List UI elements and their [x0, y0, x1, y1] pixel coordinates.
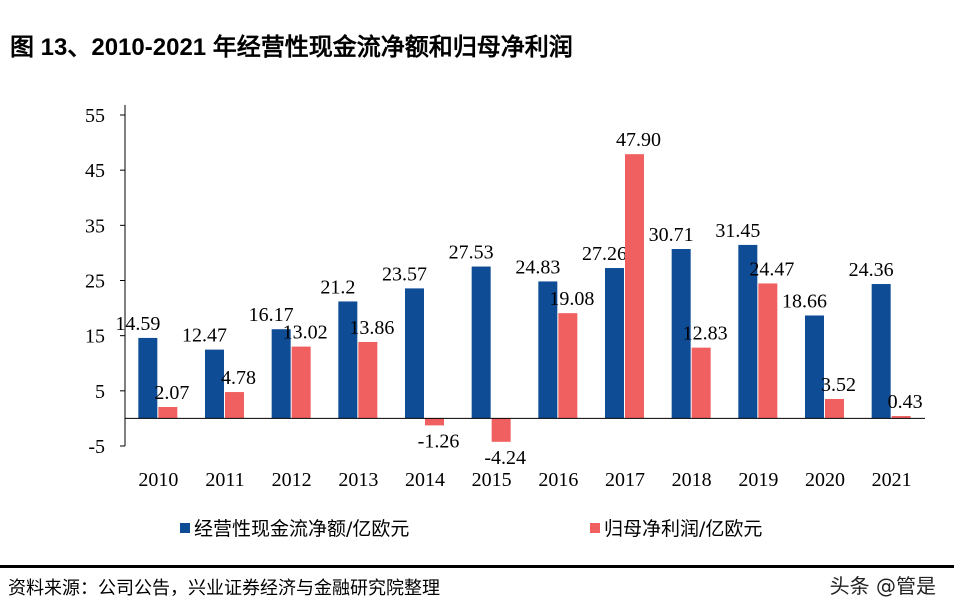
legend-label-cashflow: 经营性现金流净额/亿欧元 — [194, 518, 410, 540]
data-label: 27.53 — [449, 242, 494, 264]
data-label: -4.24 — [484, 447, 526, 469]
data-label: 12.83 — [683, 323, 728, 345]
footer-divider — [0, 565, 954, 568]
bar-netprofit — [158, 406, 178, 419]
bar-chart: 55 45 35 25 15 5 -5 2010 14.59 2.07 2011 12.47 4.78 2… — [85, 105, 925, 491]
bar-netprofit — [291, 346, 311, 419]
bar-cashflow — [405, 288, 424, 419]
y-tick-label: 45 — [85, 160, 105, 182]
bar-netprofit — [891, 416, 911, 419]
x-tick-label: 2017 — [605, 469, 645, 491]
data-label: 24.47 — [749, 258, 794, 280]
bar-cashflow — [471, 266, 491, 419]
data-label: 24.83 — [515, 256, 560, 278]
y-tick-label: 15 — [85, 326, 105, 348]
x-tick-label: 2015 — [472, 469, 512, 491]
x-tick-label: 2016 — [538, 469, 578, 491]
x-tick-label: 2011 — [205, 469, 244, 491]
bar-netprofit — [825, 398, 844, 419]
bar-netprofit — [625, 154, 644, 419]
y-tick-label: 55 — [85, 105, 105, 127]
bar-cashflow — [271, 329, 291, 419]
data-label: 19.08 — [549, 288, 594, 310]
data-label: 2.07 — [154, 382, 189, 404]
data-label: -1.26 — [418, 430, 460, 452]
bar-cashflow — [738, 244, 758, 419]
bar-netprofit — [558, 313, 578, 419]
data-label: 27.26 — [582, 243, 627, 265]
x-tick-label: 2021 — [872, 469, 912, 491]
x-tick-label: 2012 — [272, 469, 312, 491]
y-tick-label: -5 — [88, 436, 105, 458]
data-label: 31.45 — [715, 220, 760, 242]
legend-item-cashflow: 经营性现金流净额/亿欧元 — [180, 514, 409, 541]
data-label: 18.66 — [782, 290, 827, 312]
x-tick-label: 2014 — [405, 469, 445, 491]
data-label: 21.2 — [320, 276, 355, 298]
bar-cashflow — [338, 301, 358, 419]
data-label: 12.47 — [182, 325, 227, 347]
data-label: 16.17 — [249, 304, 294, 326]
x-tick-label: 2019 — [738, 469, 778, 491]
x-tick-label: 2020 — [805, 469, 845, 491]
x-tick-label: 2018 — [672, 469, 712, 491]
data-label: 0.43 — [888, 391, 923, 413]
data-label: 47.90 — [616, 129, 661, 151]
data-label: 24.36 — [849, 259, 894, 281]
data-label: 13.02 — [283, 322, 328, 344]
bar-netprofit — [491, 418, 511, 442]
legend-label-netprofit: 归母净利润/亿欧元 — [604, 518, 763, 540]
legend-swatch-netprofit — [590, 522, 600, 533]
bar-netprofit — [425, 418, 444, 426]
data-label: 3.52 — [821, 374, 856, 396]
bar-cashflow — [138, 337, 158, 419]
legend-item-netprofit: 归母净利润/亿欧元 — [590, 514, 762, 541]
source-note: 资料来源：公司公告，兴业证券经济与金融研究院整理 — [8, 578, 440, 599]
bar-cashflow — [205, 349, 224, 419]
bar-netprofit — [358, 341, 378, 419]
bar-cashflow — [805, 315, 824, 419]
bar-cashflow — [538, 281, 558, 419]
bar-cashflow — [871, 284, 891, 419]
watermark: 头条 @管是 — [829, 574, 936, 598]
data-label: 30.71 — [649, 224, 694, 246]
legend-swatch-cashflow — [180, 522, 190, 533]
y-tick-label: 35 — [85, 215, 105, 237]
bar-netprofit — [758, 283, 778, 419]
bar-cashflow — [671, 248, 691, 419]
x-tick-label: 2010 — [138, 469, 178, 491]
y-tick-label: 25 — [85, 271, 105, 293]
bar-cashflow — [605, 268, 624, 419]
chart-title: 图 13、2010-2021 年经营性现金流净额和归母净利润 — [10, 34, 573, 61]
x-tick-label: 2013 — [338, 469, 378, 491]
data-label: 13.86 — [349, 317, 394, 339]
bar-netprofit — [225, 392, 244, 419]
y-tick-label: 5 — [95, 381, 105, 403]
data-label: 4.78 — [221, 367, 256, 389]
data-label: 14.59 — [115, 313, 160, 335]
data-label: 23.57 — [382, 263, 427, 285]
bar-netprofit — [691, 347, 711, 419]
